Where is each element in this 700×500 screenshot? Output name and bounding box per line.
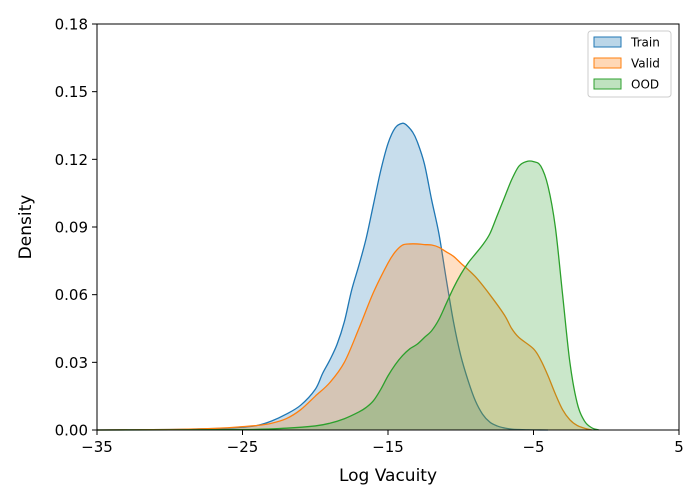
y-tick-label: 0.06 <box>55 286 88 304</box>
x-tick-label: −35 <box>81 438 113 456</box>
area-fill-train <box>97 123 549 431</box>
y-tick-label: 0.03 <box>55 354 88 372</box>
density-line-train <box>96 122 549 431</box>
density-line-ood <box>96 160 600 431</box>
y-axis: 0.00 0.03 0.06 0.09 0.12 0.15 0.18 <box>55 16 97 440</box>
legend: Train Valid OOD <box>587 30 672 98</box>
y-axis-label: Density <box>16 195 36 260</box>
area-fill-ood <box>97 161 599 430</box>
legend-swatch-train <box>593 36 622 48</box>
x-tick-label: 5 <box>674 438 684 456</box>
y-tick-label: 0.12 <box>55 151 88 169</box>
y-tick-label: 0.09 <box>55 219 88 237</box>
x-axis: −35 −25 −15 −5 5 <box>81 430 684 456</box>
density-line-valid <box>96 243 592 431</box>
legend-label-valid: Valid <box>631 57 660 71</box>
x-tick-label: −25 <box>227 438 259 456</box>
x-tick-label: −15 <box>372 438 404 456</box>
legend-label-train: Train <box>630 36 660 50</box>
y-tick-label: 0.15 <box>55 83 88 101</box>
x-tick-label: −5 <box>522 438 544 456</box>
x-axis-label: Log Vacuity <box>339 466 437 486</box>
y-tick-label: 0.18 <box>55 16 88 34</box>
y-tick-label: 0.00 <box>55 422 88 440</box>
legend-label-ood: OOD <box>631 78 659 92</box>
plot-areas <box>96 122 600 431</box>
legend-swatch-valid <box>593 57 622 69</box>
area-fill-valid <box>97 243 592 430</box>
legend-swatch-ood <box>593 78 622 90</box>
